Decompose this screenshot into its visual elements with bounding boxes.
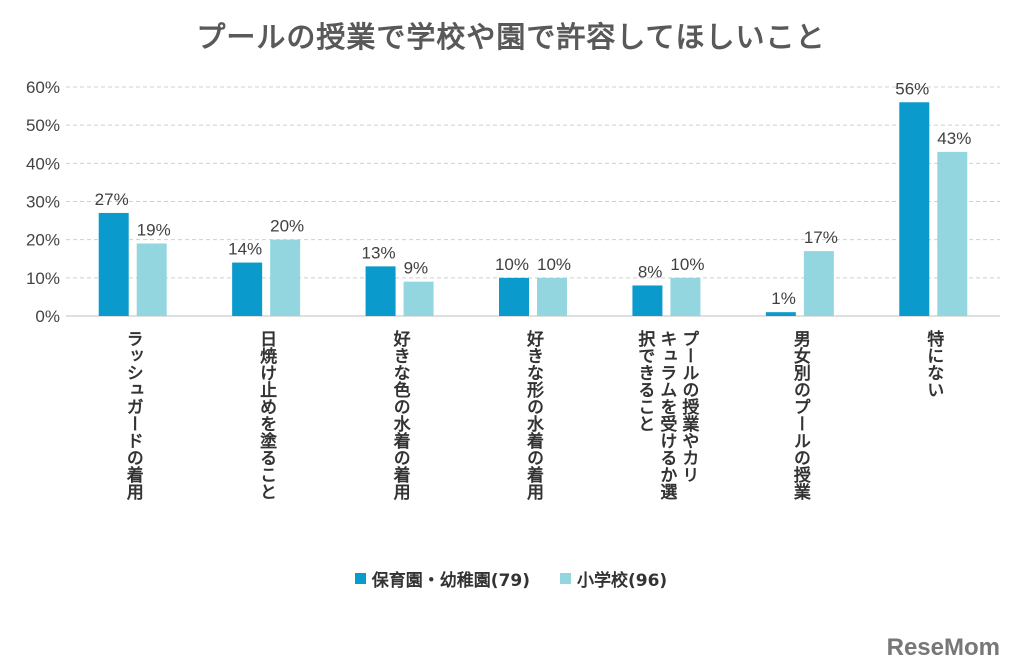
category-label: ラッシュガードの着用 [122,330,143,500]
category-label: 好きな色の水着の着用 [389,330,410,500]
bar [403,281,434,316]
y-tick-label: 10% [26,269,60,288]
legend-swatch [354,573,366,584]
data-label: 43% [937,129,971,148]
y-tick-label: 30% [26,193,60,212]
chart-title: プールの授業で学校や園で許容してほしいこと [196,20,826,54]
y-tick-label: 40% [26,154,60,173]
data-label: 10% [537,255,571,274]
legend-swatch [560,573,571,584]
bar [537,277,567,316]
legend-label: 保育園・幼稚園(79) [371,571,530,591]
y-tick-label: 20% [26,231,60,250]
y-tick-label: 60% [26,78,60,97]
data-label: 14% [228,240,262,259]
data-label: 9% [404,259,429,278]
bar [365,266,396,316]
legend-item: 小学校(96) [560,566,667,591]
data-label: 56% [895,79,929,98]
legend: 保育園・幼稚園(79) 小学校(96) [0,566,1022,591]
data-label: 27% [95,190,129,209]
bar [937,151,968,316]
category-label: 特にない [923,330,944,398]
data-label: 10% [495,255,529,274]
category-label: 男女別のプールの授業 [789,330,810,500]
data-label: 19% [137,220,171,239]
bar [632,285,663,316]
data-label: 17% [804,228,838,247]
y-tick-label: 50% [26,116,60,135]
bar [670,277,701,316]
bar [803,251,834,316]
data-label: 13% [362,243,396,262]
data-label: 1% [771,289,796,308]
bar [98,212,129,316]
bar [499,277,529,316]
category-label: プールの授業やカリ キュラムを受けるか選 択できること [634,330,699,500]
bar [765,312,796,316]
data-label: 8% [638,262,663,281]
bar [899,102,930,317]
legend-label: 小学校(96) [577,571,668,591]
category-label: 日焼け止めを塗ること [256,330,277,500]
bar [232,262,263,316]
resemom-logo: ReseMom [886,634,1000,661]
data-label: 20% [270,217,304,236]
legend-item: 保育園・幼稚園(79) [354,566,530,591]
y-tick-label: 0% [35,307,60,326]
bar [270,239,301,316]
bar [136,243,167,316]
data-label: 10% [670,255,704,274]
category-label: 好きな形の水着の着用 [523,330,543,500]
